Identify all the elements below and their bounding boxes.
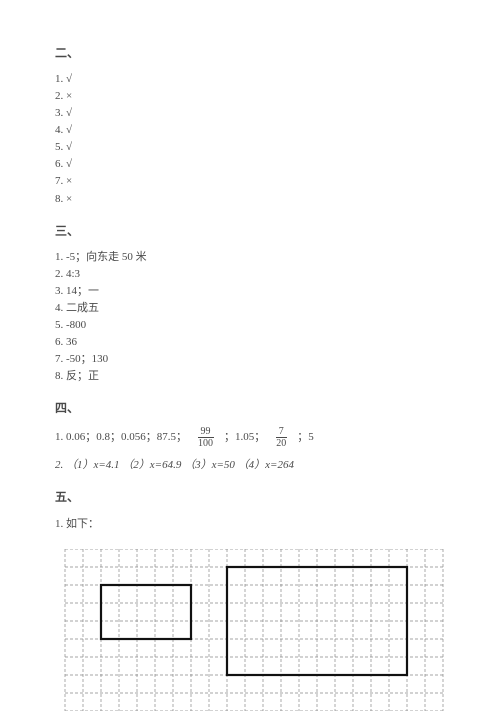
section-5-content: 1. 如下： bbox=[55, 516, 445, 533]
fraction-den: 20 bbox=[273, 438, 289, 449]
list-item: 1. √ bbox=[55, 71, 445, 88]
grid-svg bbox=[55, 549, 453, 711]
fraction-num: 99 bbox=[198, 426, 214, 438]
list-item: 7. -50；130 bbox=[55, 351, 445, 368]
list-item: 3. 14；一 bbox=[55, 283, 445, 300]
list-item: 4. √ bbox=[55, 122, 445, 139]
list-item: 2. × bbox=[55, 88, 445, 105]
section-5-line1: 1. 如下： bbox=[55, 516, 445, 533]
section-3-list: 1. -5；向东走 50 米 2. 4:3 3. 14；一 4. 二成五 5. … bbox=[55, 249, 445, 385]
list-item: 8. 反；正 bbox=[55, 368, 445, 385]
section-2-heading: 二、 bbox=[55, 44, 445, 63]
section-4-line2: 2. （1）x=4.1 （2）x=64.9 （3）x=50 （4）x=264 bbox=[55, 457, 445, 474]
section-2-list: 1. √ 2. × 3. √ 4. √ 5. √ 6. √ 7. × 8. × bbox=[55, 71, 445, 207]
fraction-num: 7 bbox=[276, 426, 287, 438]
text-part: 1. 0.06；0.8；0.056；87.5； bbox=[55, 429, 187, 446]
list-item: 2. 4:3 bbox=[55, 266, 445, 283]
section-4-content: 1. 0.06；0.8；0.056；87.5； 99 100 ；1.05； 7 … bbox=[55, 426, 445, 474]
list-item: 8. × bbox=[55, 191, 445, 208]
text-part: ；1.05； bbox=[224, 429, 265, 446]
fraction-den: 100 bbox=[195, 438, 216, 449]
fraction: 99 100 bbox=[195, 426, 216, 449]
list-item: 5. -800 bbox=[55, 317, 445, 334]
list-item: 5. √ bbox=[55, 139, 445, 156]
list-item: 6. √ bbox=[55, 156, 445, 173]
grid-diagram bbox=[55, 549, 445, 717]
list-item: 3. √ bbox=[55, 105, 445, 122]
section-3-heading: 三、 bbox=[55, 222, 445, 241]
section-5-heading: 五、 bbox=[55, 488, 445, 507]
list-item: 4. 二成五 bbox=[55, 300, 445, 317]
list-item: 6. 36 bbox=[55, 334, 445, 351]
text-part: ；5 bbox=[297, 429, 314, 446]
list-item: 1. -5；向东走 50 米 bbox=[55, 249, 445, 266]
list-item: 7. × bbox=[55, 173, 445, 190]
section-4-line1: 1. 0.06；0.8；0.056；87.5； 99 100 ；1.05； 7 … bbox=[55, 426, 445, 449]
fraction: 7 20 bbox=[273, 426, 289, 449]
section-4-heading: 四、 bbox=[55, 399, 445, 418]
